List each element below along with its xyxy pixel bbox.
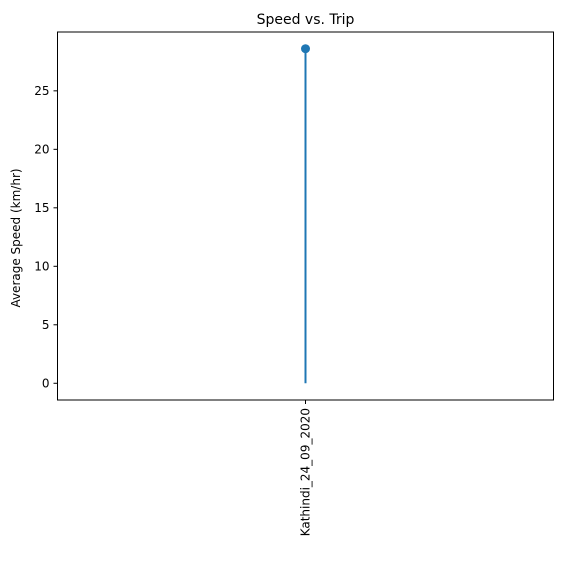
y-axis-label: Average Speed (km/hr): [9, 168, 23, 307]
y-axis-ticks: 0 5 10 15 20 25: [34, 84, 58, 390]
x-axis-ticks: Kathindi_24_09_2020: [299, 400, 313, 536]
y-tick-label: 0: [42, 376, 50, 390]
y-tick-label: 25: [34, 84, 49, 98]
plot-area: [301, 44, 310, 384]
y-tick-label: 5: [42, 318, 50, 332]
y-tick-label: 10: [34, 259, 49, 273]
chart-title: Speed vs. Trip: [257, 12, 355, 28]
stem-marker: [301, 44, 310, 54]
x-tick-label: Kathindi_24_09_2020: [299, 408, 313, 536]
y-tick-label: 20: [34, 142, 49, 156]
y-tick-label: 15: [34, 201, 49, 215]
